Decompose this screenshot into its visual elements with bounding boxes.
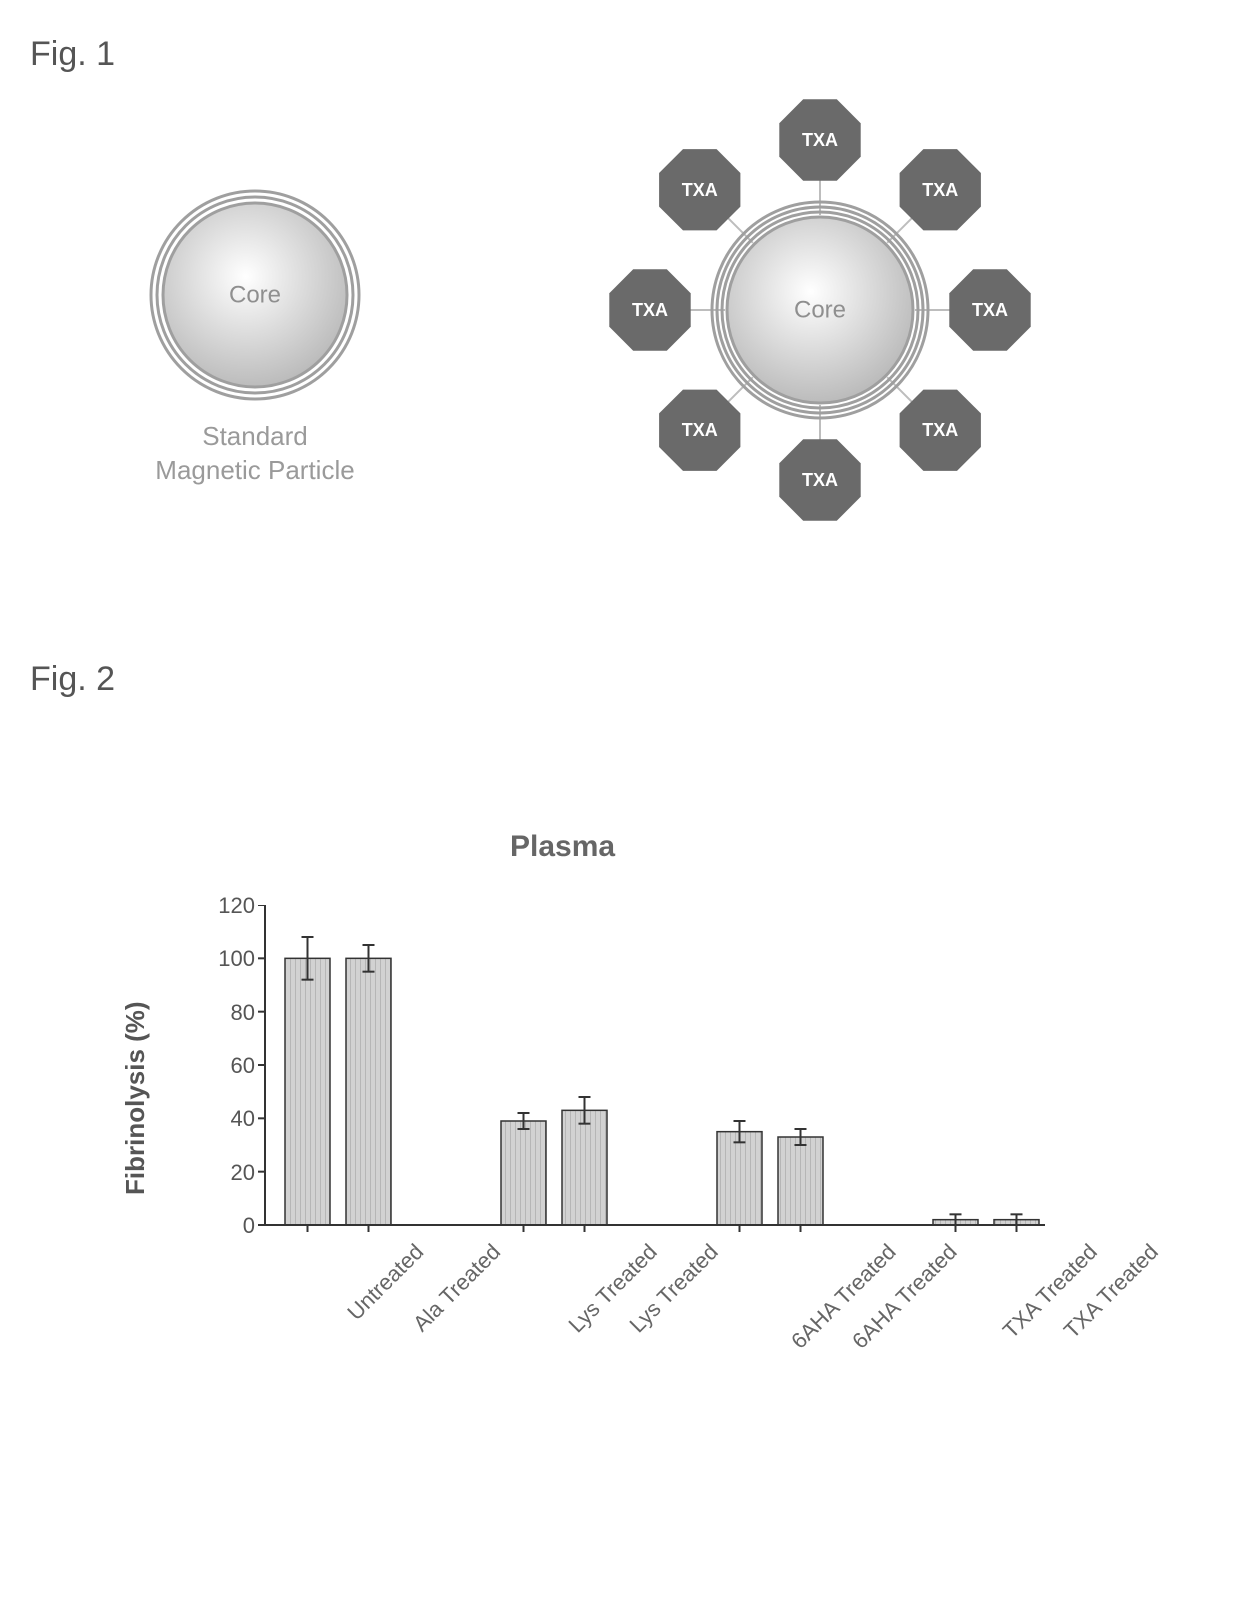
txa-label: TXA xyxy=(922,420,958,440)
bar xyxy=(285,958,330,1225)
txa-label: TXA xyxy=(802,470,838,490)
txa-label: TXA xyxy=(632,300,668,320)
core-label-left: Core xyxy=(229,282,281,309)
fig2-label: Fig. 2 xyxy=(30,660,115,699)
bar xyxy=(346,958,391,1225)
bar xyxy=(717,1132,762,1225)
caption-line1: Standard xyxy=(202,421,308,451)
txa-label: TXA xyxy=(802,130,838,150)
txa-label: TXA xyxy=(682,180,718,200)
core-label-right: Core xyxy=(794,297,846,324)
fig1-left-caption: Standard Magnetic Particle xyxy=(130,420,380,488)
fig1-label: Fig. 1 xyxy=(30,35,115,74)
txa-label: TXA xyxy=(972,300,1008,320)
fig2-chart: Fibrinolysis (%) 020406080100120 Untreat… xyxy=(80,905,1100,1465)
txa-label: TXA xyxy=(682,420,718,440)
chart-title: Plasma xyxy=(510,830,615,864)
fig1-left-particle: Core xyxy=(140,180,370,415)
bar xyxy=(501,1121,546,1225)
plot-svg xyxy=(80,905,1100,1265)
caption-line2: Magnetic Particle xyxy=(155,455,354,485)
bar xyxy=(778,1137,823,1225)
bars-group xyxy=(285,937,1039,1225)
standard-particle-svg: Core xyxy=(140,180,370,410)
bar xyxy=(562,1110,607,1225)
txa-label: TXA xyxy=(922,180,958,200)
txa-particle-svg: TXA TXA TXA TXA TXA TXA TXA TXA Core xyxy=(590,80,1050,540)
fig1-right-particle: TXA TXA TXA TXA TXA TXA TXA TXA Core xyxy=(590,80,1050,545)
